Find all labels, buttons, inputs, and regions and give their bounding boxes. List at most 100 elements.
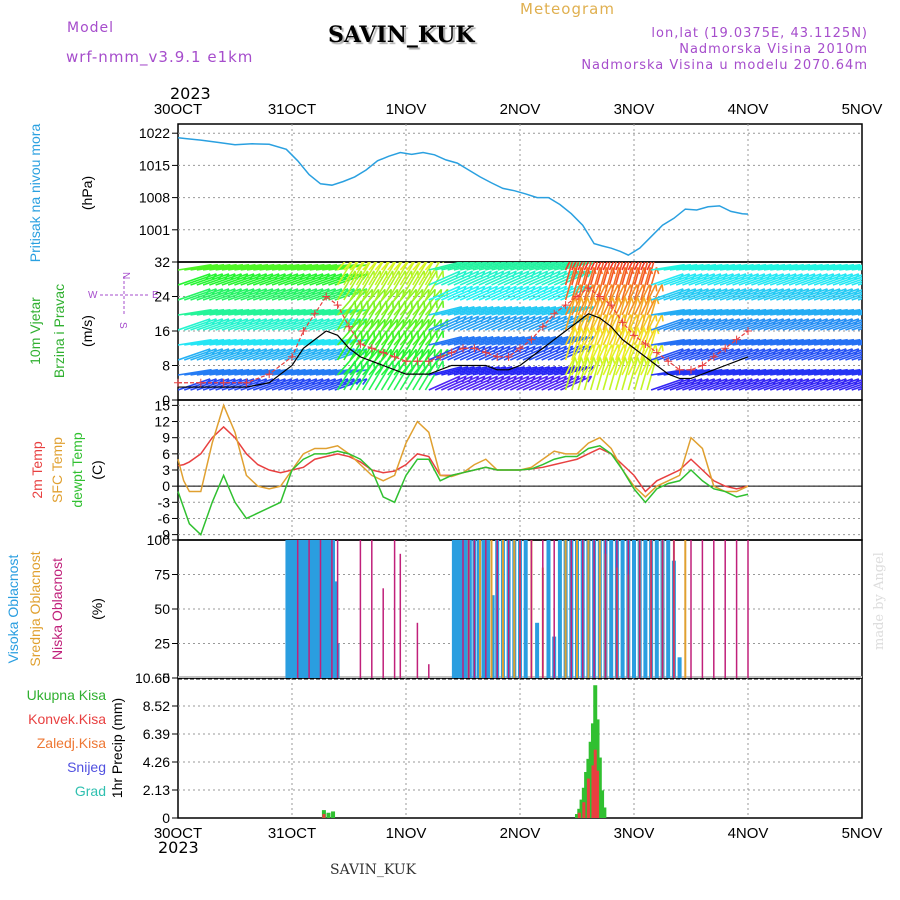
wind-barb (826, 263, 861, 271)
x-date-label-bottom: 30OCT (154, 825, 202, 842)
wind-barb (682, 348, 715, 361)
wind-barb (757, 318, 791, 331)
wind-barb-head (649, 327, 654, 335)
wind-barb (399, 270, 419, 301)
wind-barb (387, 262, 396, 271)
wind-barb (851, 385, 862, 391)
wind-barb (466, 270, 498, 286)
wind-barb (184, 273, 217, 286)
wind-barb (851, 325, 862, 331)
wind-barb (627, 262, 636, 286)
wind-barb (491, 375, 523, 391)
wind-barb (221, 308, 256, 316)
wind-barb (564, 267, 576, 301)
wind-barb-head (587, 239, 588, 246)
pressure-ylabel: Pritisak na nivou mora (27, 124, 43, 263)
wind-barb (669, 263, 704, 271)
wind-barb (577, 344, 594, 376)
wind-barb (509, 270, 542, 286)
wind-barb (795, 273, 828, 286)
wind-barb (682, 288, 715, 301)
wind-barb (190, 308, 225, 316)
wind-barb-head (397, 244, 398, 251)
wind-barb (234, 263, 269, 271)
wind-barb (732, 338, 767, 346)
cloud-bar-high (285, 540, 290, 678)
wind-barb (541, 315, 574, 331)
wind-barb (472, 305, 506, 316)
wind-gust-mark (299, 327, 308, 335)
wind-barb (583, 314, 601, 346)
wind-barb (227, 378, 261, 391)
wind-barb (602, 262, 611, 286)
wind-barb (361, 270, 381, 301)
wind-barb (713, 263, 748, 271)
wind-barb (713, 368, 748, 376)
wind-barb (412, 288, 436, 316)
wind-barb (801, 318, 834, 331)
cloud-bar-low (570, 540, 573, 678)
wind-barb (688, 338, 723, 346)
wind-barb (615, 262, 621, 271)
wind-barb (820, 368, 855, 376)
wind-barb (820, 308, 855, 316)
y-tick-label: 50 (154, 601, 170, 617)
wind-barb-head (447, 244, 448, 251)
wind-barb-head (637, 239, 638, 246)
wind-gust-line (178, 287, 749, 384)
wind-barb (405, 262, 415, 271)
wind-barb (541, 285, 574, 301)
wind-barb (453, 335, 488, 346)
wind-barb (801, 338, 836, 346)
wind-barb (633, 314, 651, 346)
cloud-bar-high (305, 540, 310, 678)
wind-barb (441, 262, 475, 271)
wind-barb (547, 345, 580, 361)
wind-barb-head (593, 357, 597, 365)
wind-barb (399, 262, 409, 271)
wind-barb (271, 378, 305, 391)
wind-barb (675, 348, 709, 361)
wind-barb (284, 368, 319, 376)
wind-barb-head (874, 340, 879, 345)
wind-barb (732, 318, 766, 331)
wind-barb (745, 368, 779, 376)
wind-barb (253, 338, 287, 346)
wind-barb (472, 375, 505, 391)
wind-barb-head (630, 297, 635, 305)
wind-barb (259, 338, 294, 346)
wind-barb-head (624, 297, 629, 305)
wind-barb (646, 344, 663, 376)
wind-barb (621, 297, 633, 331)
wind-barb (349, 270, 369, 301)
wind-barb (826, 308, 861, 316)
y-tick-label: 32 (154, 254, 170, 270)
wind-barb (669, 288, 703, 301)
wind-barb (732, 288, 766, 301)
wind-barb (663, 318, 697, 331)
wind-barb (485, 305, 519, 316)
precip-bar-total (584, 771, 589, 818)
wind-barb (265, 263, 300, 271)
model-label: Model (67, 20, 115, 36)
wind-barb (234, 308, 269, 316)
wind-barb-head (581, 239, 582, 246)
cloud-bar-high (328, 540, 333, 678)
year-top: 2023 (170, 84, 211, 103)
wind-barb (215, 368, 250, 376)
wind-barb (399, 348, 424, 376)
wind-barb (399, 318, 424, 346)
wind-gust-mark (265, 370, 274, 379)
wind-barb (497, 335, 531, 346)
wind-barb (380, 288, 405, 316)
wind-barb (309, 338, 344, 346)
y-tick-label: -6 (158, 510, 171, 526)
wind-barb (336, 262, 353, 286)
wind-barb (694, 273, 728, 286)
wind-barb (701, 308, 735, 316)
cloud-bar-low (507, 540, 510, 678)
x-date-label-top: 4NOV (728, 101, 769, 118)
wind-barb (535, 315, 567, 331)
wind-barb (614, 357, 626, 391)
wind-barb (676, 368, 710, 376)
